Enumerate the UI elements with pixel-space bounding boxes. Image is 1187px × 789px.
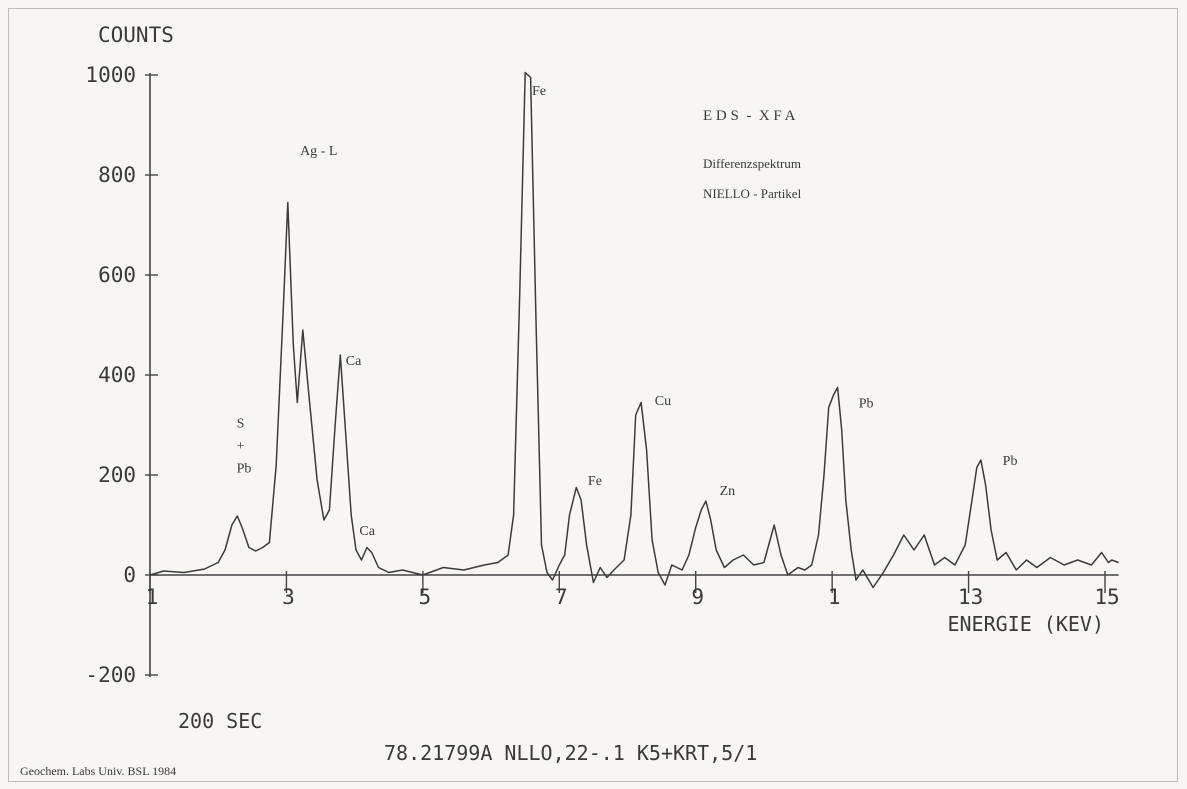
x-tick-label: 1 <box>146 585 159 609</box>
peak-annotation: Ag - L <box>300 144 337 159</box>
peak-annotation: S <box>237 417 245 432</box>
sample-id: 78.21799A NLLO,22-.1 K5+KRT,5/1 <box>384 741 757 765</box>
peak-annotation: Ca <box>359 524 375 539</box>
peak-annotation: Zn <box>720 484 736 499</box>
peak-annotation: + <box>237 439 245 454</box>
y-tick-label: 1000 <box>85 63 136 87</box>
peak-annotation: Cu <box>655 394 671 409</box>
y-tick-label: 600 <box>98 263 136 287</box>
y-axis-title: COUNTS <box>98 23 174 47</box>
x-tick-label: 1 <box>828 585 841 609</box>
sample-type-label: NIELLO - Partikel <box>703 186 802 201</box>
peak-annotation: Pb <box>237 462 252 477</box>
x-tick-label: 9 <box>691 585 704 609</box>
x-axis-title: ENERGIE (KEV) <box>947 612 1104 636</box>
y-tick-label: 200 <box>98 463 136 487</box>
x-tick-label: 3 <box>282 585 295 609</box>
plot-frame <box>8 8 1178 782</box>
peak-annotation: Fe <box>588 474 602 489</box>
peak-annotation: Fe <box>532 84 546 99</box>
lab-credit: Geochem. Labs Univ. BSL 1984 <box>20 764 176 778</box>
x-tick-label: 7 <box>555 585 568 609</box>
peak-annotation: Pb <box>1003 454 1018 469</box>
annotation-layer: Ag - L Fe Ca Ca S + Pb Fe Cu Zn Pb Pb <box>237 84 1018 539</box>
x-tick-label: 15 <box>1094 585 1119 609</box>
spectrum-series-line <box>149 71 1119 589</box>
x-tick-label: 5 <box>419 585 432 609</box>
spectrum-type-label: Differenzspektrum <box>703 156 801 171</box>
method-label: E D S - X F A <box>703 108 796 124</box>
y-tick-label: 800 <box>98 163 136 187</box>
y-tick-label: 400 <box>98 363 136 387</box>
acquisition-time: 200 SEC <box>178 709 262 733</box>
series-layer <box>149 71 1119 589</box>
x-tick-label: 13 <box>958 585 983 609</box>
y-tick-label: -200 <box>85 663 136 687</box>
peak-annotation: Pb <box>859 397 874 412</box>
peak-annotation: Ca <box>346 354 362 369</box>
y-tick-label: 0 <box>123 563 136 587</box>
